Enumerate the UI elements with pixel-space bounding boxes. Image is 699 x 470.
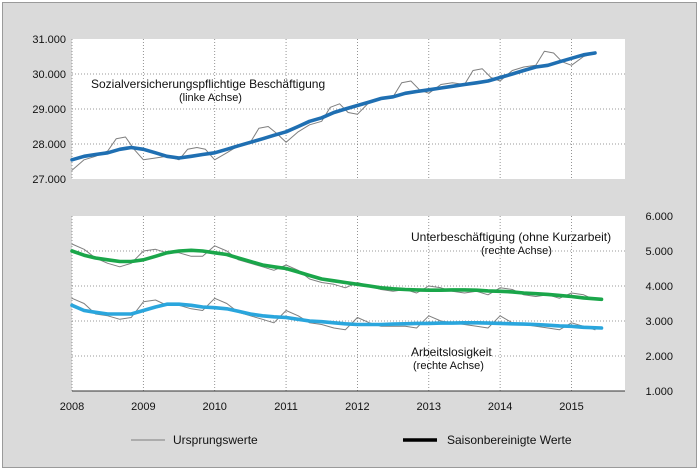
bot-ytick-label: 2.000 xyxy=(645,351,673,363)
underemployment-annotation-sub: (rechte Achse) xyxy=(481,245,552,257)
legend: Ursprungswerte Saisonbereinigte Werte xyxy=(131,433,572,447)
top-y-tick-labels: 27.000 28.000 29.000 30.000 31.000 xyxy=(32,34,66,186)
legend-sa-label: Saisonbereinigte Werte xyxy=(447,433,572,447)
underemployment-annotation-title: Unterbeschäftigung (ohne Kurzarbeit) xyxy=(411,230,611,244)
x-tick-label: 2010 xyxy=(202,401,226,413)
bot-series-2-raw-line xyxy=(71,297,596,331)
top-ytick-label: 31.000 xyxy=(32,34,66,46)
legend-raw-label: Ursprungswerte xyxy=(173,433,258,447)
top-ytick-label: 29.000 xyxy=(32,104,66,116)
bot-ytick-label: 6.000 xyxy=(645,211,673,223)
bot-series-0-raw-line xyxy=(71,243,596,301)
unemployment-annotation-sub: (rechte Achse) xyxy=(413,360,484,372)
unemployment-annotation-title: Arbeitslosigkeit xyxy=(411,345,492,359)
x-tick-label: 2014 xyxy=(488,401,512,413)
employment-chart: 27.000 28.000 29.000 30.000 31.000 Sozialver… xyxy=(32,34,673,447)
bot-ytick-label: 1.000 xyxy=(645,386,673,398)
top-series xyxy=(70,50,597,171)
bot-ytick-label: 3.000 xyxy=(645,316,673,328)
top-ytick-label: 30.000 xyxy=(32,69,66,81)
bottom-y-tick-labels: 1.000 2.000 3.000 4.000 5.000 6.000 xyxy=(645,211,673,398)
x-tick-label: 2009 xyxy=(131,401,155,413)
bot-series-3-sa-line xyxy=(70,302,604,330)
top-series-1-sa-line xyxy=(70,51,597,162)
x-tick-label: 2008 xyxy=(60,401,84,413)
x-tick-labels: 2008 2009 2010 2011 2012 2013 2014 2015 xyxy=(60,401,584,413)
bot-ytick-label: 5.000 xyxy=(645,246,673,258)
bot-ytick-label: 4.000 xyxy=(645,281,673,293)
x-tick-label: 2013 xyxy=(417,401,441,413)
top-ytick-label: 28.000 xyxy=(32,139,66,151)
employment-annotation-sub: (linke Achse) xyxy=(179,92,242,104)
x-tick-label: 2015 xyxy=(559,401,583,413)
x-tick-label: 2012 xyxy=(345,401,369,413)
bottom-series xyxy=(70,243,604,331)
bot-series-1-sa-line xyxy=(70,248,604,302)
x-tick-label: 2011 xyxy=(274,401,298,413)
employment-annotation-title: Sozialversicherungspflichtige Beschäftig… xyxy=(91,77,325,91)
top-ytick-label: 27.000 xyxy=(32,174,66,186)
